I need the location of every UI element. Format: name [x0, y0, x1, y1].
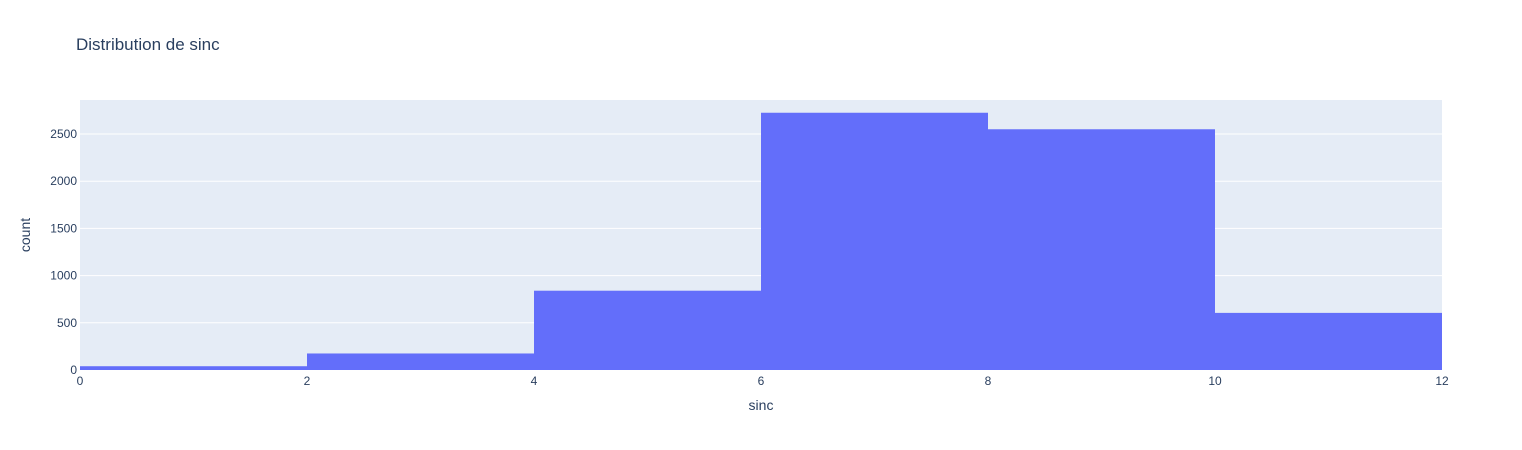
y-axis-label: count	[17, 218, 33, 252]
x-tick-label: 4	[531, 374, 538, 388]
x-tick-label: 10	[1208, 374, 1222, 388]
y-tick-label: 0	[70, 363, 77, 377]
x-axis-ticks: 0 2 4 6 8 10 12	[77, 374, 1449, 388]
y-tick-label: 2500	[50, 127, 77, 141]
x-tick-label: 12	[1435, 374, 1449, 388]
chart-title: Distribution de sinc	[76, 35, 220, 54]
y-tick-label: 1500	[50, 221, 77, 235]
histogram-bar	[307, 353, 534, 370]
y-tick-label: 1000	[50, 269, 77, 283]
y-tick-label: 500	[57, 316, 77, 330]
histogram-bar	[761, 112, 988, 371]
histogram-bar	[80, 366, 307, 370]
x-tick-label: 8	[985, 374, 992, 388]
y-axis-ticks: 0 500 1000 1500 2000 2500	[50, 127, 77, 377]
x-axis-label: sinc	[749, 397, 774, 413]
y-tick-label: 2000	[50, 174, 77, 188]
histogram-bar	[534, 290, 761, 370]
x-tick-label: 6	[758, 374, 765, 388]
histogram-bar	[988, 129, 1215, 370]
histogram-bar	[1215, 312, 1442, 370]
bars	[80, 112, 1442, 371]
x-tick-label: 0	[77, 374, 84, 388]
x-tick-label: 2	[304, 374, 311, 388]
